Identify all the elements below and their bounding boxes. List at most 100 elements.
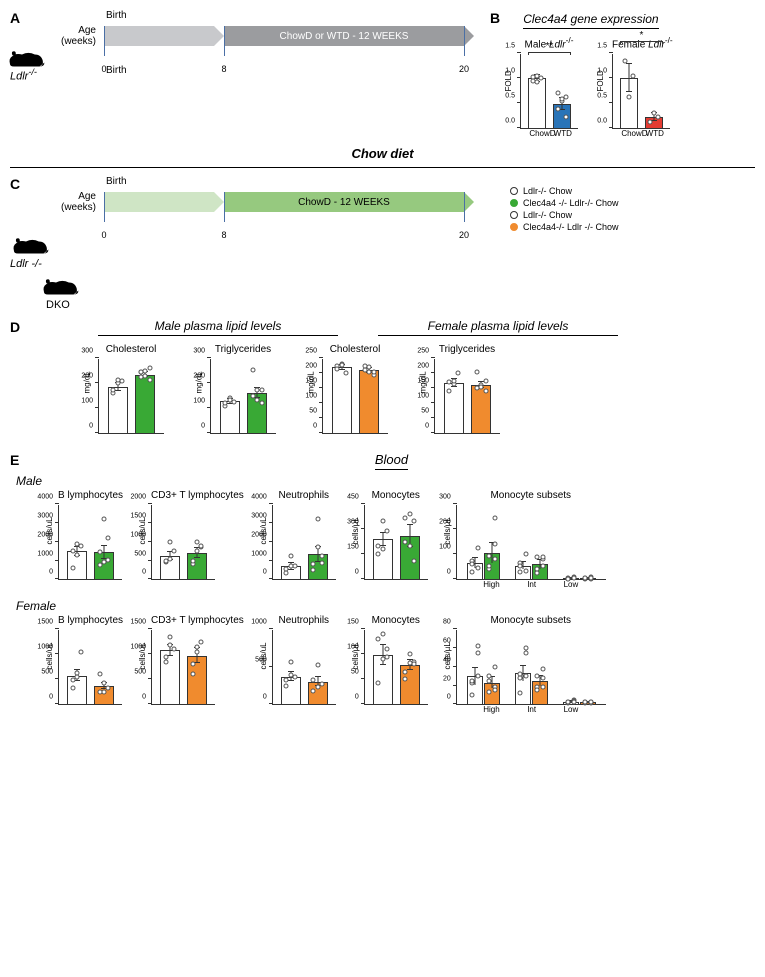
data-point: [563, 115, 568, 120]
data-point: [380, 632, 385, 637]
data-point: [259, 401, 264, 406]
birth-label-c: Birth: [106, 176, 127, 187]
data-point: [486, 674, 491, 679]
tick2c: 20: [459, 230, 469, 240]
data-point: [315, 517, 320, 522]
tick0c: 0: [101, 230, 106, 240]
data-point: [138, 375, 143, 380]
data-point: [102, 680, 107, 685]
data-point: [582, 700, 587, 705]
data-point: [540, 676, 545, 681]
data-point: [311, 562, 316, 567]
panel-a-letter: A: [10, 10, 20, 26]
data-point: [534, 674, 539, 679]
chart-title: Monocyte subsets: [456, 490, 606, 501]
chart-title: CD3+ T lymphocytes: [151, 615, 244, 626]
data-point: [143, 368, 148, 373]
divider: [10, 167, 755, 168]
chart-title: Triglycerides: [210, 344, 276, 355]
data-point: [190, 558, 195, 563]
data-point: [407, 652, 412, 657]
data-point: [102, 689, 107, 694]
panel-b-charts: Male Ldlr-/-FOLD0.00.51.01.5**ChowDWTDFe…: [520, 35, 755, 138]
legend-label: Ldlr-/- Chow: [523, 186, 572, 196]
data-point: [456, 371, 461, 376]
data-point: [70, 686, 75, 691]
data-point: [106, 536, 111, 541]
data-point: [531, 75, 536, 80]
data-point: [344, 371, 349, 376]
data-point: [163, 654, 168, 659]
bar-chart: CD3+ T lymphocytescells/uL050010001500: [151, 615, 244, 714]
data-point: [75, 674, 80, 679]
mouse-icon-c2: [40, 274, 80, 299]
timeline-seg2-a: ChowD or WTD - 12 WEEKS: [224, 26, 464, 46]
data-point: [106, 557, 111, 562]
female-lipid-title: Female plasma lipid levels: [378, 319, 618, 336]
panel-c-legend: Ldlr-/- ChowClec4a4 -/- Ldlr-/- ChowLdlr…: [510, 186, 619, 234]
data-point: [376, 681, 381, 686]
chart-title: Monocytes: [364, 615, 428, 626]
data-point: [380, 519, 385, 524]
data-point: [540, 554, 545, 559]
data-point: [311, 567, 316, 572]
chart-title: Neutrophils: [272, 490, 336, 501]
data-point: [492, 664, 497, 669]
data-point: [475, 674, 480, 679]
data-point: [250, 393, 255, 398]
data-point: [138, 370, 143, 375]
genotype-c1: Ldlr -/-: [10, 258, 510, 270]
panel-c-letter: C: [10, 176, 20, 192]
data-point: [223, 401, 228, 406]
legend-label: Clec4a4-/- Ldlr -/- Chow: [523, 222, 619, 232]
data-point: [534, 571, 539, 576]
data-point: [70, 566, 75, 571]
data-point: [517, 569, 522, 574]
data-point: [469, 692, 474, 697]
data-point: [362, 363, 367, 368]
data-point: [195, 649, 200, 654]
bar-chart: Monocytescells/µL050100150: [364, 615, 428, 714]
data-point: [227, 397, 232, 402]
legend-dot: [510, 187, 518, 195]
age-label-c: Age(weeks): [36, 191, 96, 213]
bar-chart: B lymphocytescells/uL050010001500: [58, 615, 123, 714]
data-point: [412, 559, 417, 564]
data-point: [371, 369, 376, 374]
data-point: [315, 685, 320, 690]
male-lipid-title: Male plasma lipid levels: [98, 319, 338, 336]
chart-title: B lymphocytes: [58, 615, 123, 626]
data-point: [376, 637, 381, 642]
data-point: [534, 688, 539, 693]
data-point: [565, 700, 570, 705]
data-point: [451, 378, 456, 383]
timeline-seg2-c: ChowD - 12 WEEKS: [224, 192, 464, 212]
data-point: [447, 389, 452, 394]
panel-e-letter: E: [10, 452, 19, 468]
data-point: [631, 73, 636, 78]
data-point: [380, 657, 385, 662]
data-point: [540, 666, 545, 671]
bar-chart: Female Ldlr-/-FOLD0.00.51.01.5*ChowDWTD: [612, 35, 673, 138]
tick2a: 20: [459, 64, 469, 74]
data-point: [284, 678, 289, 683]
bar-chart: Monocytescells/µL0150300450: [364, 490, 428, 589]
data-point: [582, 576, 587, 581]
data-point: [475, 566, 480, 571]
data-point: [385, 529, 390, 534]
data-point: [163, 659, 168, 664]
blood-title: Blood: [375, 452, 408, 470]
data-point: [79, 649, 84, 654]
panel-d-letter: D: [10, 319, 20, 335]
panel-b-letter: B: [490, 10, 500, 26]
data-point: [147, 366, 152, 371]
data-point: [293, 674, 298, 679]
data-point: [412, 519, 417, 524]
bar-chart: Cholesterolmg/dL050100150200250: [322, 344, 388, 434]
legend-dot: [510, 211, 518, 219]
legend-dot: [510, 199, 518, 207]
data-point: [380, 546, 385, 551]
legend-label: Clec4a4 -/- Ldlr-/- Chow: [523, 198, 619, 208]
data-point: [199, 543, 204, 548]
tick1c: 8: [221, 230, 226, 240]
